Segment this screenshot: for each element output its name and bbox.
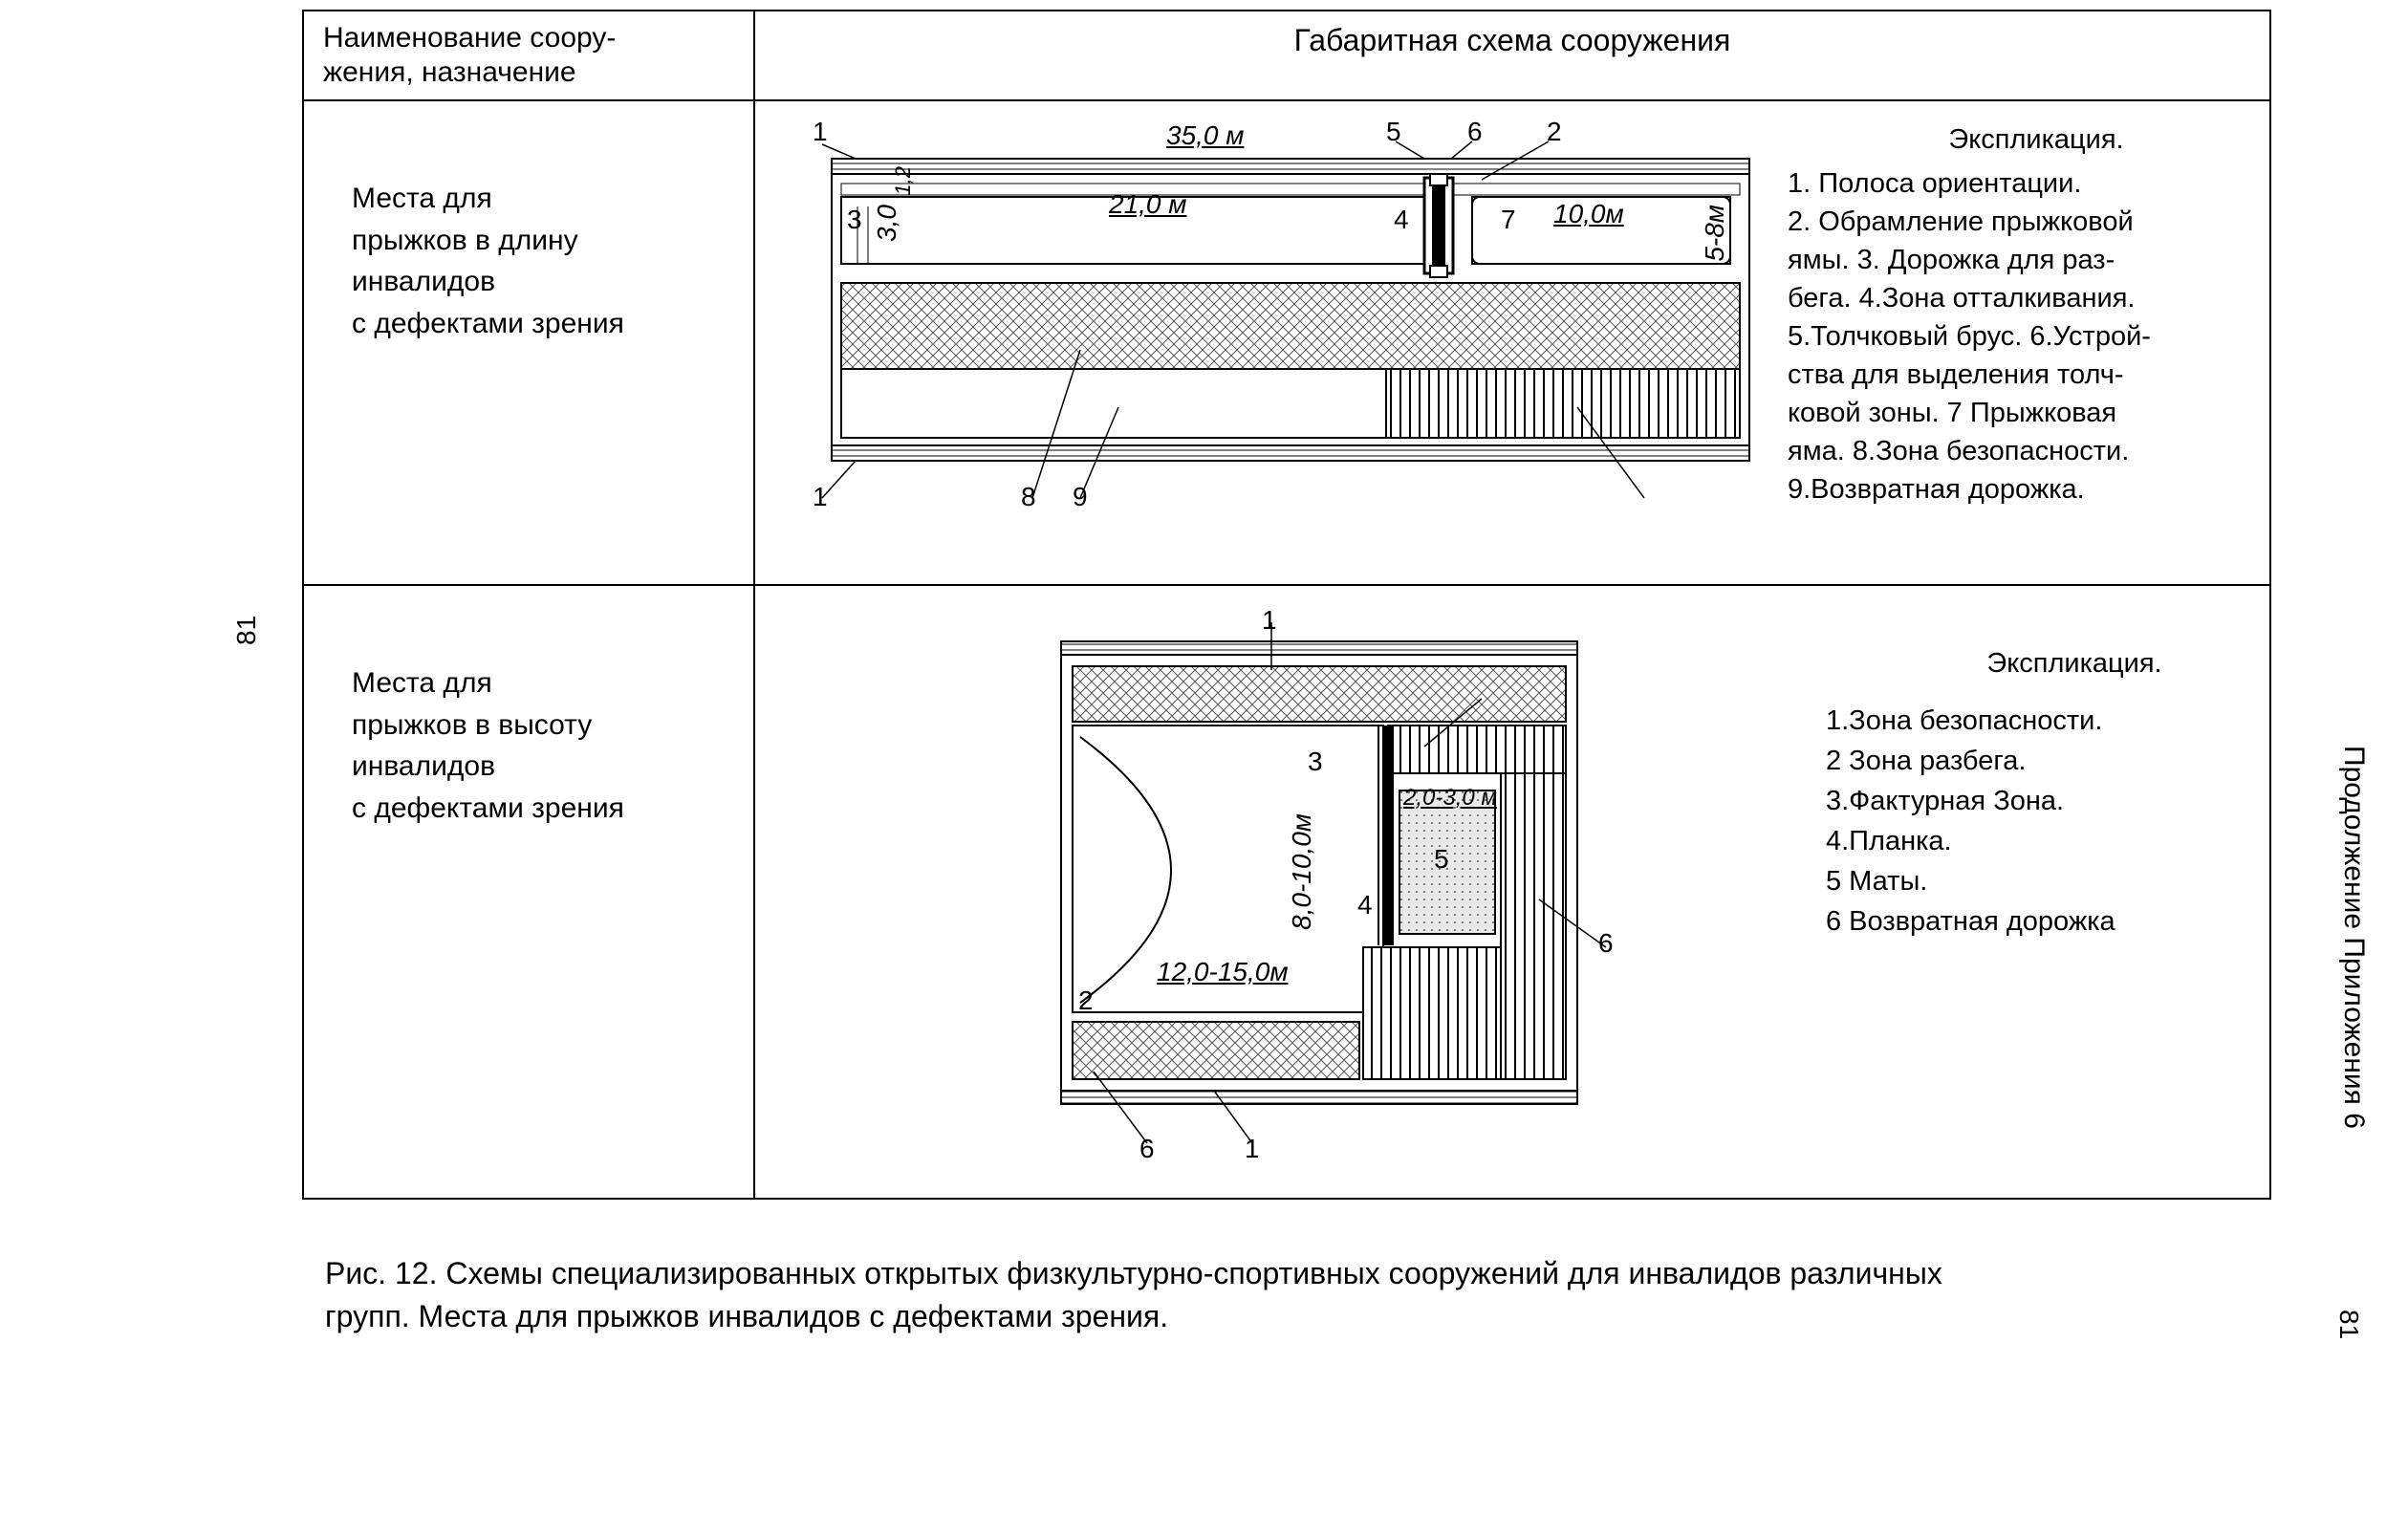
appendix-continuation-label: Продолжение Приложения 6 [2337, 746, 2370, 1129]
legend2-title: Экспликация. [1826, 643, 2323, 683]
r2-dim-mat: 2,0-3,0 м [1403, 785, 1497, 812]
r2-n5: 5 [1434, 844, 1449, 875]
high-jump-diagram: 1 2 3 4 5 6 6 1 12,0-15,0м 8,0-10,0м 2,0… [1023, 613, 1635, 1191]
page-number-left: 81 [231, 616, 262, 645]
main-table: Наименование соору-жения, назначение Габ… [302, 10, 2271, 1200]
legend1-title: Экспликация. [1788, 120, 2285, 159]
row2-diagram-cell: 1 2 3 4 5 6 6 1 12,0-15,0м 8,0-10,0м 2,0… [754, 585, 2270, 1199]
n1-top: 1 [813, 117, 828, 147]
dim-small: 1,2 [891, 166, 916, 196]
n8: 8 [1021, 482, 1036, 512]
r2-n1: 1 [1262, 605, 1277, 636]
r2-n2: 2 [1078, 986, 1094, 1016]
dim-pitw: 5-8м [1700, 205, 1730, 262]
page: 81 Продолжение Приложения 6 81 Наименова… [0, 0, 2408, 1538]
r2-n1b: 1 [1245, 1134, 1260, 1164]
n5: 5 [1386, 117, 1401, 147]
dim-pit: 10,0м [1553, 199, 1624, 229]
dim-h: 3,0 [872, 205, 902, 242]
header-scheme: Габаритная схема сооружения [754, 11, 2270, 100]
n3: 3 [847, 205, 862, 235]
n4: 4 [1394, 205, 1409, 235]
r2-dim-w: 12,0-15,0м [1157, 957, 1289, 987]
row2-name: Места дляпрыжков в высотуинвалидовс дефе… [303, 585, 754, 1199]
n9: 9 [1073, 482, 1088, 512]
legend2-text: 1.Зона безопасности.2 Зона разбега.3.Фак… [1826, 701, 2323, 942]
dim-total: 35,0 м [1166, 120, 1244, 151]
dim-runway: 21,0 м [1109, 189, 1186, 220]
row1-legend: Экспликация. 1. Полоса ориентации.2. Обр… [1788, 120, 2285, 509]
header-name: Наименование соору-жения, назначение [303, 11, 754, 100]
n6: 6 [1467, 117, 1483, 147]
figure-caption: Рис. 12. Схемы специализированных открыт… [325, 1252, 2007, 1338]
r2-n6: 6 [1598, 928, 1614, 959]
n1-bot: 1 [813, 482, 828, 512]
legend1-text: 1. Полоса ориентации.2. Обрамление прыжк… [1788, 164, 2285, 509]
r2-dim-h: 8,0-10,0м [1287, 813, 1317, 930]
n2: 2 [1547, 117, 1562, 147]
row1-name: Места дляпрыжков в длинуинвалидовс дефек… [303, 100, 754, 585]
page-number-right: 81 [2333, 1310, 2364, 1339]
row1-diagram-cell: 35,0 м 21,0 м 10,0м 3,0 1,2 5-8м 1 5 6 2… [754, 100, 2270, 585]
long-jump-diagram: 35,0 м 21,0 м 10,0м 3,0 1,2 5-8м 1 5 6 2… [813, 120, 1768, 565]
n7: 7 [1501, 205, 1516, 235]
row2-legend: Экспликация. 1.Зона безопасности.2 Зона … [1826, 643, 2323, 942]
r2-n4: 4 [1357, 890, 1373, 921]
r2-n3: 3 [1308, 747, 1323, 777]
r2-n6b: 6 [1139, 1134, 1155, 1164]
